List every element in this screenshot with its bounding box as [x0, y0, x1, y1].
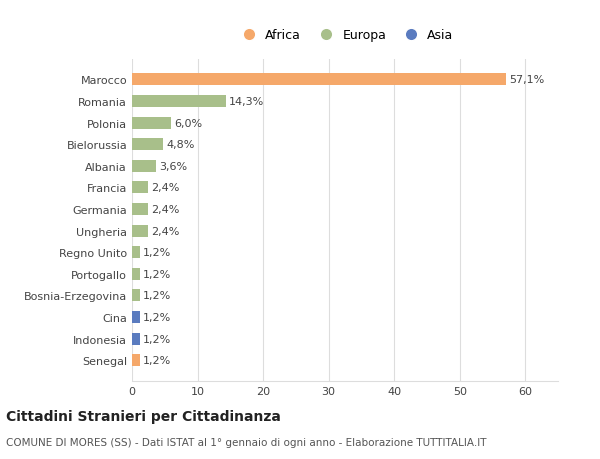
Text: 1,2%: 1,2% — [143, 334, 172, 344]
Bar — [132, 74, 506, 86]
Bar — [132, 161, 155, 173]
Text: 1,2%: 1,2% — [143, 248, 172, 257]
Bar — [132, 96, 226, 108]
Bar — [132, 118, 172, 129]
Text: 2,4%: 2,4% — [151, 205, 179, 214]
Text: 4,8%: 4,8% — [167, 140, 195, 150]
Text: COMUNE DI MORES (SS) - Dati ISTAT al 1° gennaio di ogni anno - Elaborazione TUTT: COMUNE DI MORES (SS) - Dati ISTAT al 1° … — [6, 437, 487, 447]
Text: 14,3%: 14,3% — [229, 97, 264, 107]
Bar — [132, 268, 140, 280]
Text: 57,1%: 57,1% — [509, 75, 545, 85]
Bar — [132, 204, 148, 215]
Text: 1,2%: 1,2% — [143, 355, 172, 365]
Text: 2,4%: 2,4% — [151, 183, 179, 193]
Text: 6,0%: 6,0% — [175, 118, 203, 129]
Bar — [132, 290, 140, 302]
Bar — [132, 139, 163, 151]
Bar — [132, 247, 140, 258]
Text: 3,6%: 3,6% — [159, 162, 187, 171]
Bar — [132, 182, 148, 194]
Bar — [132, 225, 148, 237]
Bar — [132, 333, 140, 345]
Text: 1,2%: 1,2% — [143, 291, 172, 301]
Bar — [132, 354, 140, 366]
Legend: Africa, Europa, Asia: Africa, Europa, Asia — [232, 24, 458, 47]
Text: 1,2%: 1,2% — [143, 312, 172, 322]
Text: 2,4%: 2,4% — [151, 226, 179, 236]
Text: Cittadini Stranieri per Cittadinanza: Cittadini Stranieri per Cittadinanza — [6, 409, 281, 423]
Text: 1,2%: 1,2% — [143, 269, 172, 279]
Bar — [132, 311, 140, 323]
